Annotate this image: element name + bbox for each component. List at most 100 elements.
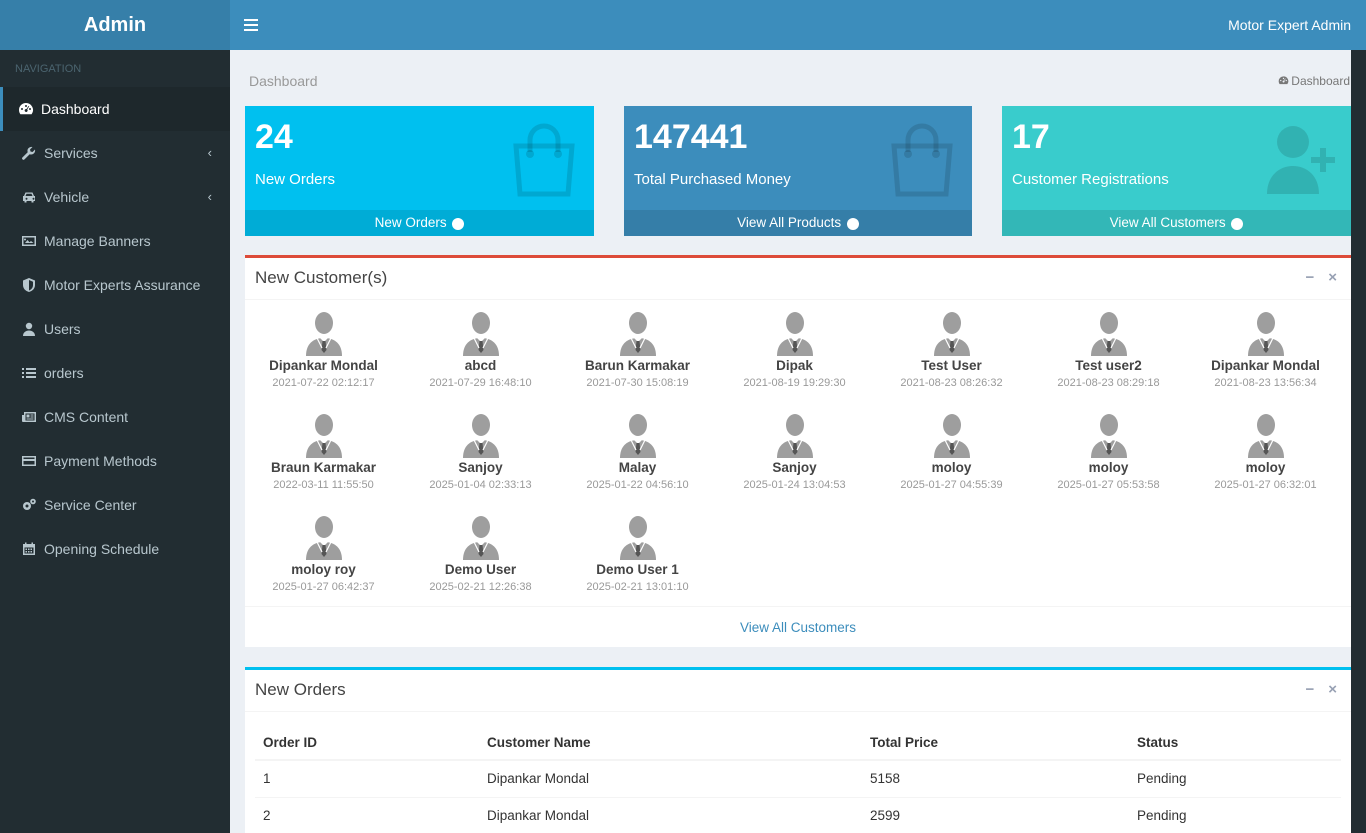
nav-section-header: NAVIGATION: [15, 63, 82, 75]
customer-card[interactable]: Demo User 2025-02-21 12:26:38: [402, 512, 559, 612]
avatar: [930, 410, 974, 458]
customer-name[interactable]: Malay: [618, 460, 657, 475]
customer-card[interactable]: abcd 2021-07-29 16:48:10: [402, 308, 559, 408]
collapse-icon[interactable]: −: [1305, 681, 1315, 698]
sidebar-item-motor-experts-assurance[interactable]: Motor Experts Assurance: [0, 263, 230, 307]
close-icon[interactable]: ×: [1328, 269, 1337, 286]
shopping-bag-icon: [513, 123, 575, 197]
customer-name[interactable]: moloy: [1245, 460, 1286, 475]
close-icon[interactable]: ×: [1328, 681, 1337, 698]
sidebar-item-label: Opening Schedule: [44, 541, 160, 557]
customer-name[interactable]: Sanjoy: [772, 460, 817, 475]
cogs-icon: [21, 497, 37, 513]
customer-card[interactable]: Dipankar Mondal 2021-07-22 02:12:17: [245, 308, 402, 408]
customer-name[interactable]: moloy: [1088, 460, 1129, 475]
customer-card[interactable]: Test user2 2021-08-23 08:29:18: [1030, 308, 1187, 408]
chevron-left-icon: ‹: [207, 145, 212, 160]
table-cell: Pending: [1129, 760, 1341, 798]
view-all-customers-footer-link[interactable]: View All Customers: [245, 606, 1351, 647]
sidebar-item-label: Service Center: [44, 497, 137, 513]
sidebar-item-dashboard[interactable]: Dashboard: [0, 87, 230, 131]
chevron-left-icon: ‹: [207, 189, 212, 204]
sidebar-item-label: Services: [44, 145, 98, 161]
table-row[interactable]: 1 Dipankar Mondal 5158 Pending: [255, 760, 1341, 798]
breadcrumb[interactable]: Dashboard: [1278, 74, 1350, 88]
customer-name[interactable]: Dipankar Mondal: [269, 358, 378, 373]
sidebar-item-label: Manage Banners: [44, 233, 151, 249]
user-menu[interactable]: Motor Expert Admin: [1228, 17, 1351, 33]
sidebar-toggle-icon[interactable]: [244, 15, 258, 35]
customer-card[interactable]: Malay 2025-01-22 04:56:10: [559, 410, 716, 510]
customer-card[interactable]: moloy 2025-01-27 05:53:58: [1030, 410, 1187, 510]
sidebar-item-cms-content[interactable]: CMS Content: [0, 395, 230, 439]
stat-label: Customer Registrations: [1012, 171, 1169, 188]
customer-name[interactable]: Demo User 1: [596, 562, 679, 577]
customer-card[interactable]: Barun Karmakar 2021-07-30 15:08:19: [559, 308, 716, 408]
avatar: [302, 410, 346, 458]
customer-date: 2025-01-24 13:04:53: [743, 479, 846, 491]
customer-name[interactable]: Demo User: [444, 562, 517, 577]
avatar: [1087, 410, 1131, 458]
avatar: [459, 308, 503, 356]
stat-box-total-money: 147441 Total Purchased Money View All Pr…: [624, 106, 972, 236]
customer-card[interactable]: Sanjoy 2025-01-24 13:04:53: [716, 410, 873, 510]
customer-card[interactable]: Test User 2021-08-23 08:26:32: [873, 308, 1030, 408]
customer-name[interactable]: Dipak: [776, 358, 813, 373]
customer-card[interactable]: Dipak 2021-08-19 19:29:30: [716, 308, 873, 408]
customer-date: 2022-03-11 11:55:50: [273, 479, 374, 491]
customer-card[interactable]: moloy 2025-01-27 06:32:01: [1187, 410, 1344, 510]
sidebar: NAVIGATION Dashboard Services ‹ Vehicle ‹ Man…: [0, 50, 230, 833]
user-plus-icon: [1267, 126, 1335, 194]
sidebar-item-manage-banners[interactable]: Manage Banners: [0, 219, 230, 263]
table-row[interactable]: 2 Dipankar Mondal 2599 Pending: [255, 797, 1341, 833]
customer-name[interactable]: Barun Karmakar: [584, 358, 691, 373]
calendar-icon: [21, 541, 37, 557]
logo[interactable]: Admin: [0, 0, 230, 50]
customer-name[interactable]: Sanjoy: [458, 460, 503, 475]
customer-date: 2021-08-19 19:29:30: [743, 377, 846, 389]
wrench-icon: [21, 145, 37, 161]
sidebar-item-users[interactable]: Users: [0, 307, 230, 351]
column-header[interactable]: Customer Name: [479, 726, 862, 761]
customer-card[interactable]: Demo User 1 2025-02-21 13:01:10: [559, 512, 716, 612]
sidebar-item-services[interactable]: Services ‹: [0, 131, 230, 175]
column-header[interactable]: Order ID: [255, 726, 479, 761]
customer-name[interactable]: Braun Karmakar: [270, 460, 377, 475]
sidebar-item-opening-schedule[interactable]: Opening Schedule: [0, 527, 230, 571]
view-all-customers-link[interactable]: View All Customers ➔: [1002, 210, 1351, 236]
customer-date: 2025-01-27 06:42:37: [272, 581, 375, 593]
customer-name[interactable]: Dipankar Mondal: [1211, 358, 1320, 373]
view-all-products-link[interactable]: View All Products ➔: [624, 210, 972, 236]
customer-name[interactable]: abcd: [464, 358, 497, 373]
column-header[interactable]: Status: [1129, 726, 1341, 761]
sidebar-item-orders[interactable]: orders: [0, 351, 230, 395]
top-navbar: Motor Expert Admin: [230, 0, 1366, 50]
customer-card[interactable]: Sanjoy 2025-01-04 02:33:13: [402, 410, 559, 510]
avatar: [459, 410, 503, 458]
sidebar-item-vehicle[interactable]: Vehicle ‹: [0, 175, 230, 219]
new-orders-link[interactable]: New Orders ➔: [245, 210, 594, 236]
table-cell: Dipankar Mondal: [479, 760, 862, 798]
sidebar-item-service-center[interactable]: Service Center: [0, 483, 230, 527]
avatar: [930, 308, 974, 356]
sidebar-item-label: Users: [44, 321, 81, 337]
collapse-icon[interactable]: −: [1305, 269, 1315, 286]
sidebar-item-payment-methods[interactable]: Payment Methods: [0, 439, 230, 483]
avatar: [773, 410, 817, 458]
sidebar-item-label: CMS Content: [44, 409, 129, 425]
avatar: [1244, 308, 1288, 356]
credit-card-icon: [21, 453, 37, 469]
customer-card[interactable]: Dipankar Mondal 2021-08-23 13:56:34: [1187, 308, 1344, 408]
scrollbar[interactable]: [1351, 50, 1366, 833]
customer-name[interactable]: moloy roy: [291, 562, 356, 577]
sidebar-item-label: Dashboard: [41, 101, 110, 117]
customer-name[interactable]: Test User: [921, 358, 982, 373]
customer-card[interactable]: moloy 2025-01-27 04:55:39: [873, 410, 1030, 510]
customer-card[interactable]: moloy roy 2025-01-27 06:42:37: [245, 512, 402, 612]
user-icon: [21, 321, 37, 337]
customer-date: 2025-01-22 04:56:10: [586, 479, 689, 491]
customer-name[interactable]: moloy: [931, 460, 972, 475]
customer-card[interactable]: Braun Karmakar 2022-03-11 11:55:50: [245, 410, 402, 510]
column-header[interactable]: Total Price: [862, 726, 1129, 761]
customer-name[interactable]: Test user2: [1075, 358, 1142, 373]
